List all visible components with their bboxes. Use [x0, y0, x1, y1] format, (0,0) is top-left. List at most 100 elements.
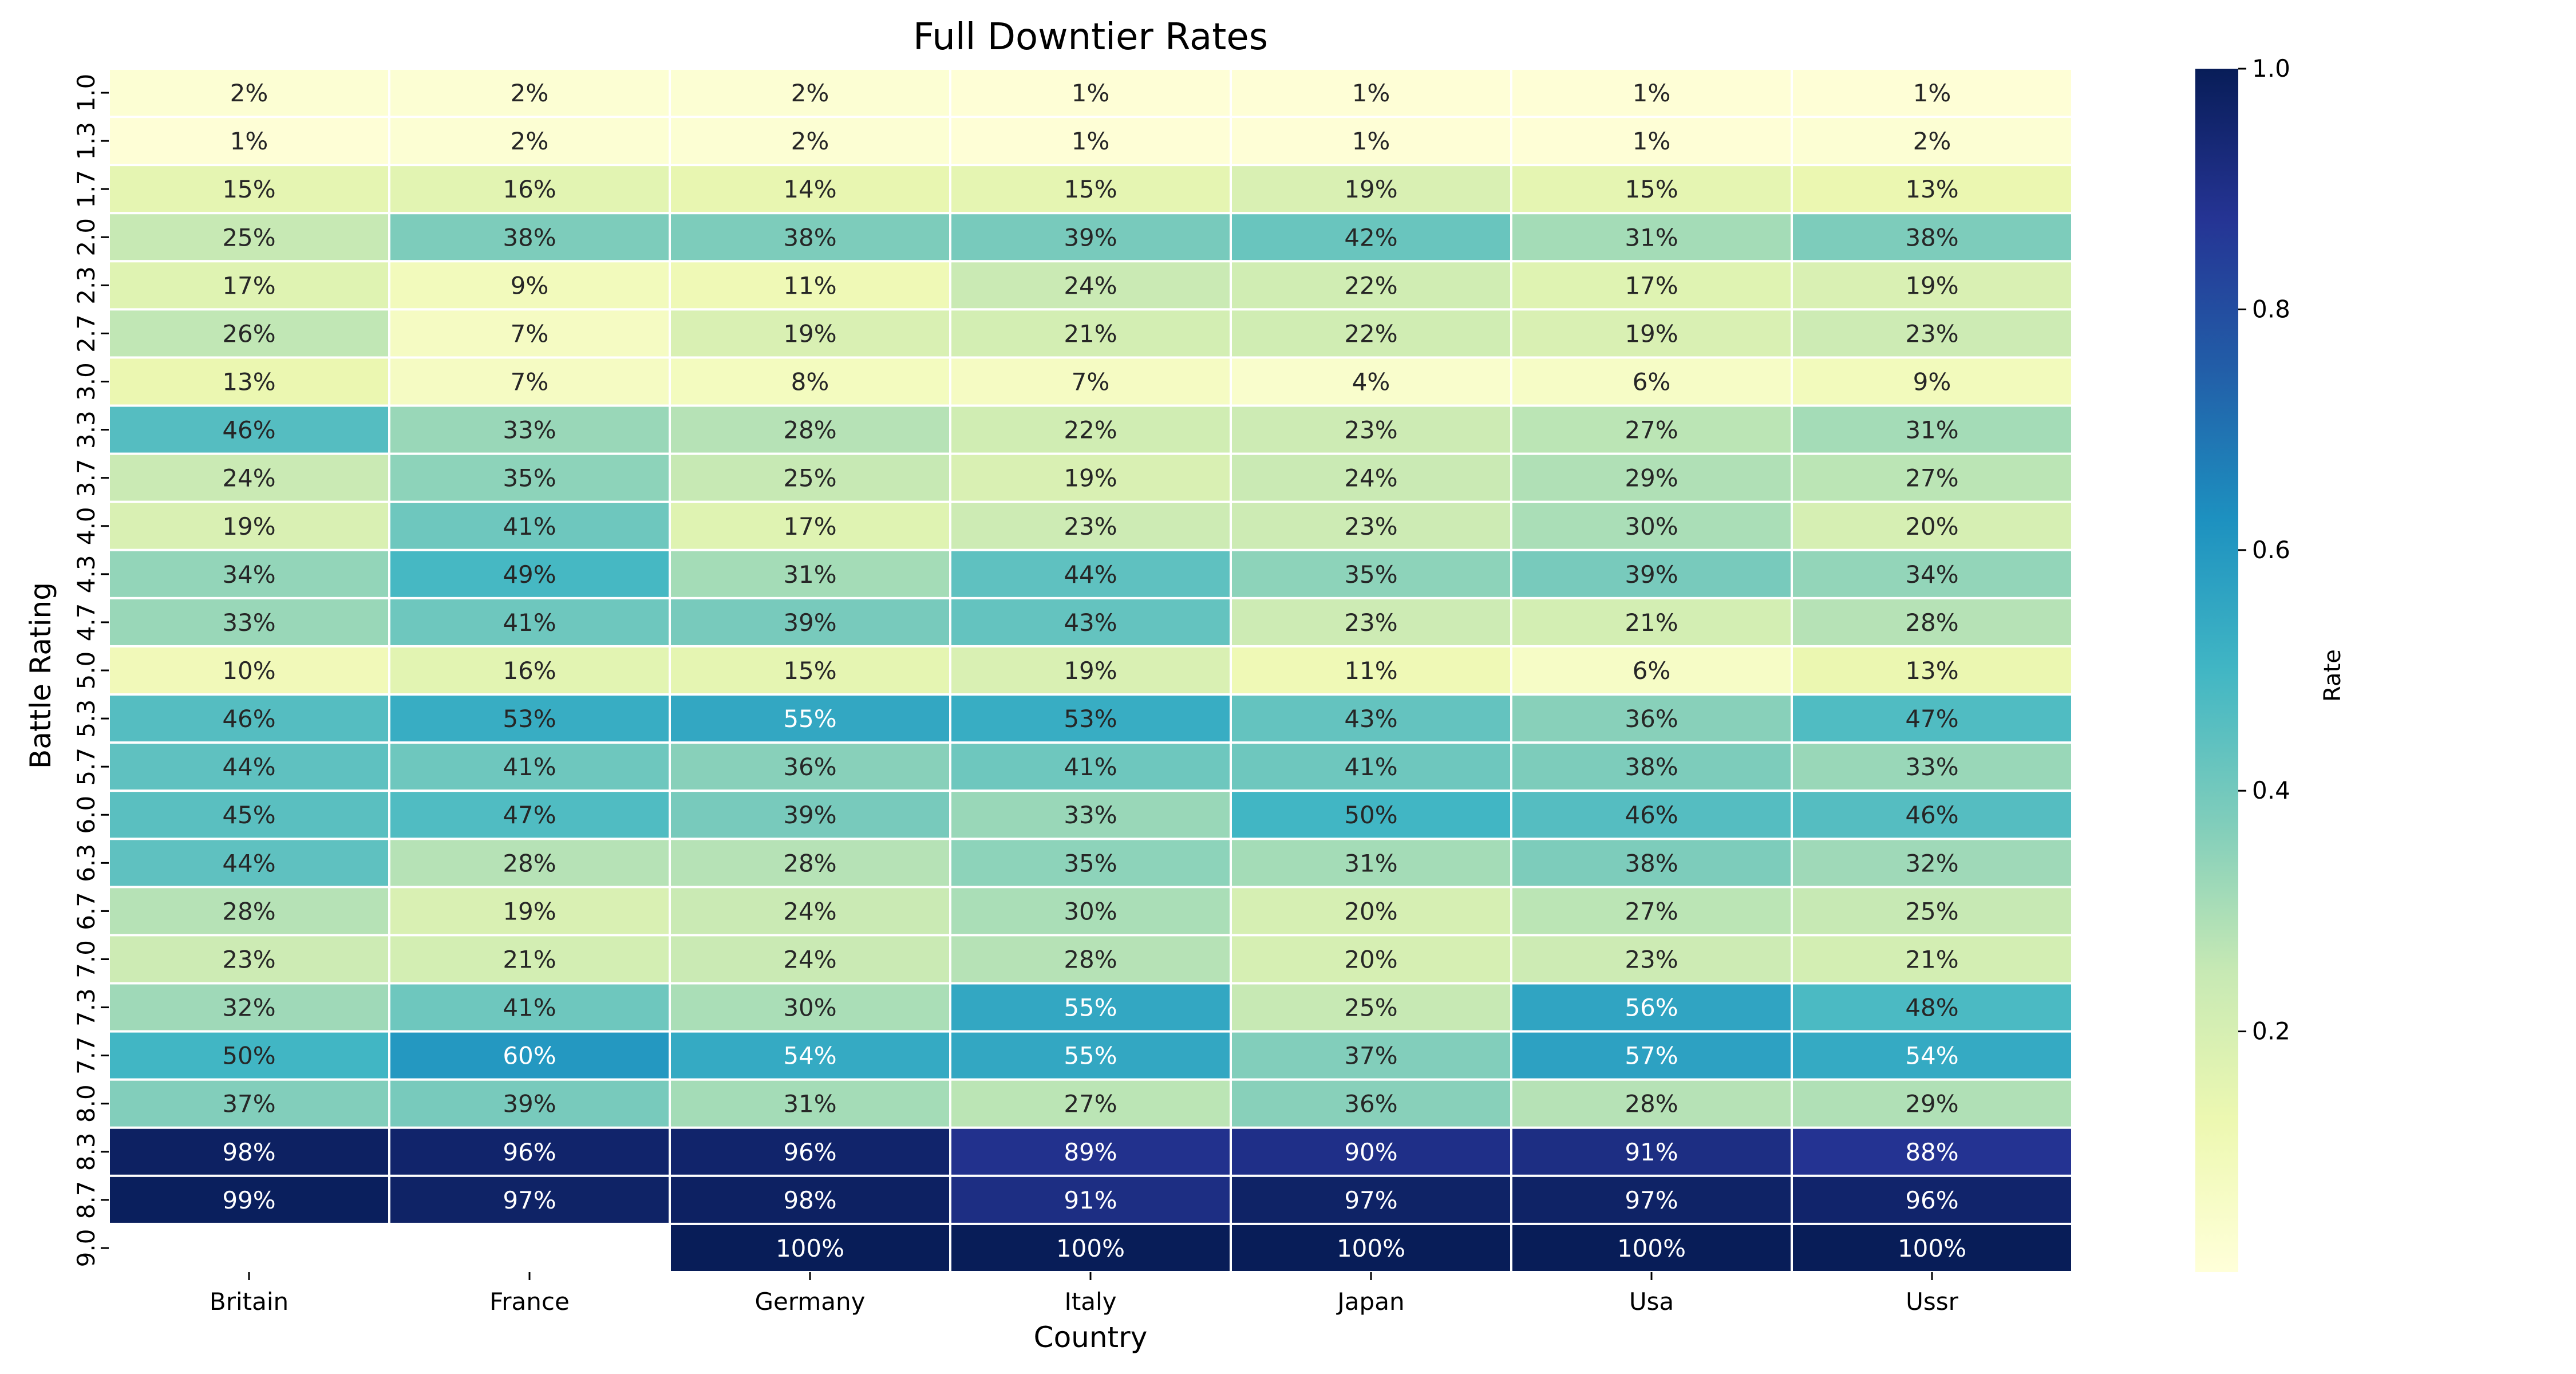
cell-value-label: 13%	[222, 368, 275, 396]
cell-value-label: 19%	[222, 512, 275, 540]
cell-value-label: 100%	[1898, 1234, 1966, 1262]
cell-value-label: 19%	[783, 319, 836, 348]
cell-value-label: 46%	[222, 416, 275, 444]
cell-value-label: 42%	[1344, 223, 1397, 251]
cell-value-label: 50%	[1344, 801, 1397, 829]
cell-value-label: 34%	[222, 560, 275, 589]
cell-value-label: 33%	[222, 609, 275, 637]
heatmap-cell	[669, 886, 951, 937]
heatmap-cell	[108, 1126, 390, 1177]
heatmap-cell	[1791, 356, 2073, 407]
heatmap-cell	[1791, 886, 2073, 937]
cell-value-label: 96%	[503, 1138, 556, 1166]
cell-value-label: 26%	[222, 319, 275, 348]
heatmap-cell	[669, 789, 951, 840]
heatmap-cell	[1510, 548, 1793, 599]
cell-value-label: 41%	[503, 753, 556, 781]
cell-value-label: 29%	[1905, 1090, 1958, 1118]
heatmap-cell	[1510, 934, 1793, 985]
cell-value-label: 2%	[791, 79, 829, 107]
y-tick-label: 7.3	[72, 988, 100, 1026]
cell-value-label: 8%	[791, 368, 829, 396]
heatmap-cell	[669, 934, 951, 985]
cell-value-label: 7%	[511, 319, 549, 348]
heatmap-cell	[108, 645, 390, 696]
heatmap-cell	[1510, 68, 1793, 119]
cell-value-label: 23%	[1905, 319, 1958, 348]
heatmap-cell	[1230, 1174, 1512, 1225]
cell-value-label: 19%	[1625, 319, 1678, 348]
heatmap-cell	[669, 500, 951, 551]
cell-value-label: 11%	[1344, 657, 1397, 685]
cell-value-label: 100%	[1617, 1234, 1686, 1262]
heatmap-cell	[949, 886, 1232, 937]
cell-value-label: 55%	[1064, 1042, 1117, 1070]
heatmap-cell	[669, 260, 951, 311]
heatmap-cell	[1230, 693, 1512, 744]
y-tick-label: 7.7	[72, 1036, 100, 1075]
x-tick-label: France	[489, 1288, 570, 1316]
y-tick-label: 8.0	[72, 1084, 100, 1123]
cell-value-label: 25%	[783, 464, 836, 492]
cell-value-label: 27%	[1625, 897, 1678, 925]
cell-value-label: 28%	[783, 416, 836, 444]
cell-value-label: 41%	[1344, 753, 1397, 781]
cell-value-label: 25%	[1344, 994, 1397, 1022]
cell-value-label: 22%	[1344, 271, 1397, 299]
heatmap-cell	[1230, 597, 1512, 647]
cell-value-label: 16%	[503, 175, 556, 203]
y-tick-label: 3.3	[72, 410, 100, 449]
cell-value-label: 15%	[222, 175, 275, 203]
cell-value-label: 16%	[503, 657, 556, 685]
cell-value-label: 2%	[1913, 127, 1951, 155]
heatmap-cell	[1510, 164, 1793, 215]
cell-value-label: 32%	[222, 994, 275, 1022]
cell-value-label: 36%	[1344, 1090, 1397, 1118]
heatmap-cell	[1230, 500, 1512, 551]
cell-value-label: 39%	[783, 801, 836, 829]
cell-value-label: 38%	[503, 223, 556, 251]
cell-value-label: 2%	[511, 79, 549, 107]
heatmap-cell	[1791, 597, 2073, 647]
colorbar	[2195, 69, 2238, 1272]
cell-value-label: 96%	[1905, 1186, 1958, 1214]
heatmap-cell	[949, 548, 1232, 599]
cell-value-label: 48%	[1905, 994, 1958, 1022]
y-tick-label: 1.3	[72, 122, 100, 160]
heatmap-cell	[1510, 693, 1793, 744]
heatmap-cell	[1791, 1078, 2073, 1129]
cell-value-label: 15%	[1625, 175, 1678, 203]
heatmap-cell	[949, 1078, 1232, 1129]
cell-value-label: 25%	[222, 223, 275, 251]
cell-value-label: 28%	[1905, 609, 1958, 637]
cell-value-label: 19%	[1064, 464, 1117, 492]
cell-value-label: 89%	[1064, 1138, 1117, 1166]
cell-value-label: 96%	[783, 1138, 836, 1166]
cell-value-label: 46%	[1625, 801, 1678, 829]
cell-value-label: 21%	[1064, 319, 1117, 348]
cell-value-label: 34%	[1905, 560, 1958, 589]
cell-value-label: 20%	[1905, 512, 1958, 540]
heatmap-cell	[1230, 404, 1512, 455]
heatmap-cell	[108, 1078, 390, 1129]
cell-value-label: 37%	[1344, 1042, 1397, 1070]
cell-value-label: 14%	[783, 175, 836, 203]
cell-value-label: 57%	[1625, 1042, 1678, 1070]
cell-value-label: 23%	[1344, 609, 1397, 637]
heatmap-cell	[1791, 1222, 2073, 1273]
x-tick-label: Germany	[754, 1288, 865, 1316]
y-tick-label: 5.7	[72, 748, 100, 786]
heatmap-cell	[669, 116, 951, 167]
heatmap-cell	[949, 164, 1232, 215]
y-tick-label: 8.3	[72, 1132, 100, 1171]
colorbar-tick-label: 1.0	[2252, 54, 2290, 82]
heatmap-cell	[1791, 500, 2073, 551]
heatmap-cell	[388, 548, 671, 599]
cell-value-label: 28%	[222, 897, 275, 925]
cell-value-label: 31%	[1905, 416, 1958, 444]
cell-value-label: 38%	[1625, 849, 1678, 877]
heatmap-cell	[1791, 1174, 2073, 1225]
cell-value-label: 37%	[222, 1090, 275, 1118]
heatmap-cell	[669, 645, 951, 696]
heatmap-cell	[1510, 838, 1793, 889]
